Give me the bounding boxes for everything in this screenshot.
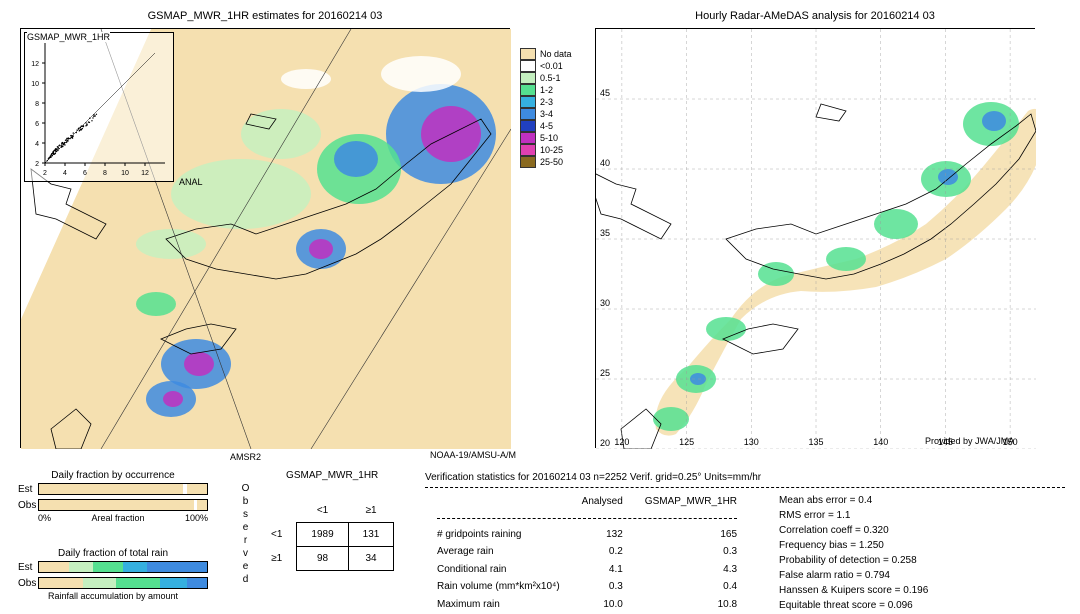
legend-item: 10-25 bbox=[520, 144, 572, 156]
fraction-occurrence: Daily fraction by occurrence Est Obs 0% … bbox=[18, 470, 208, 523]
fo-axis-label: Areal fraction bbox=[91, 513, 144, 523]
color-legend: No data<0.010.5-11-22-33-44-55-1010-2525… bbox=[520, 48, 572, 168]
legend-item: 3-4 bbox=[520, 108, 572, 120]
svg-text:6: 6 bbox=[83, 170, 87, 177]
svg-text:8: 8 bbox=[35, 101, 39, 108]
svg-text:130: 130 bbox=[744, 437, 759, 447]
legend-item: 5-10 bbox=[520, 132, 572, 144]
legend-item: No data bbox=[520, 48, 572, 60]
svg-text:4: 4 bbox=[35, 141, 39, 148]
right-map-title: Hourly Radar-AMeDAS analysis for 2016021… bbox=[595, 10, 1035, 22]
svg-text:135: 135 bbox=[808, 437, 823, 447]
fo-est-bar bbox=[38, 483, 208, 495]
right-provider: Provided by JWA/JMA bbox=[925, 436, 1014, 446]
svg-text:140: 140 bbox=[873, 437, 888, 447]
svg-text:45: 45 bbox=[600, 88, 610, 98]
contingency: GSMAP_MWR_1HR Observed <1≥1<11989131≥198… bbox=[240, 470, 394, 587]
left-footer-left: AMSR2 bbox=[230, 452, 261, 462]
svg-text:12: 12 bbox=[31, 61, 39, 68]
svg-text:12: 12 bbox=[141, 170, 149, 177]
svg-text:10: 10 bbox=[31, 81, 39, 88]
ct-table: <1≥1<11989131≥19834 bbox=[257, 499, 394, 571]
fo-axis-100: 100% bbox=[185, 513, 208, 523]
vf-metrics-table: Mean abs error = 0.4RMS error = 1.1Corre… bbox=[767, 492, 940, 614]
legend-item: 0.5-1 bbox=[520, 72, 572, 84]
verification: Verification statistics for 20160214 03 … bbox=[425, 472, 1065, 614]
svg-text:125: 125 bbox=[679, 437, 694, 447]
svg-text:25: 25 bbox=[600, 368, 610, 378]
fo-axis-0: 0% bbox=[38, 513, 51, 523]
fraction-total: Daily fraction of total rain Est Obs Rai… bbox=[18, 548, 208, 601]
svg-text:6: 6 bbox=[35, 121, 39, 128]
ft-title: Daily fraction of total rain bbox=[18, 548, 208, 559]
legend-item: 4-5 bbox=[520, 120, 572, 132]
right-map: 202530354045120125130135140145150 bbox=[595, 28, 1035, 448]
svg-text:2: 2 bbox=[43, 170, 47, 177]
ft-est-label: Est bbox=[18, 562, 38, 573]
svg-text:4: 4 bbox=[63, 170, 67, 177]
svg-text:30: 30 bbox=[600, 298, 610, 308]
svg-text:40: 40 bbox=[600, 158, 610, 168]
ft-obs-label: Obs bbox=[18, 578, 38, 589]
ft-est-bar bbox=[38, 561, 208, 573]
legend-item: <0.01 bbox=[520, 60, 572, 72]
legend-item: 1-2 bbox=[520, 84, 572, 96]
legend-item: 2-3 bbox=[520, 96, 572, 108]
fo-est-label: Est bbox=[18, 484, 38, 495]
left-map-title: GSMAP_MWR_1HR estimates for 20160214 03 bbox=[20, 10, 510, 22]
ct-side: Observed bbox=[240, 483, 251, 587]
left-map: GSMAP_MWR_1HR2468101224681012ANAL bbox=[20, 28, 510, 448]
legend-item: 25-50 bbox=[520, 156, 572, 168]
fo-obs-label: Obs bbox=[18, 500, 38, 511]
svg-text:2: 2 bbox=[35, 161, 39, 168]
svg-text:10: 10 bbox=[121, 170, 129, 177]
vf-main-table: AnalysedGSMAP_MWR_1HR# gridpoints rainin… bbox=[425, 492, 749, 614]
ft-obs-bar bbox=[38, 577, 208, 589]
ft-footnote: Rainfall accumulation by amount bbox=[18, 591, 208, 601]
svg-text:20: 20 bbox=[600, 438, 610, 448]
svg-text:35: 35 bbox=[600, 228, 610, 238]
fo-obs-bar bbox=[38, 499, 208, 511]
ct-title: GSMAP_MWR_1HR bbox=[270, 470, 394, 481]
svg-text:120: 120 bbox=[614, 437, 629, 447]
inset-scatter: GSMAP_MWR_1HR2468101224681012 bbox=[24, 32, 174, 182]
svg-text:8: 8 bbox=[103, 170, 107, 177]
vf-title: Verification statistics for 20160214 03 … bbox=[425, 472, 1065, 483]
fo-title: Daily fraction by occurrence bbox=[18, 470, 208, 481]
left-footer-right: NOAA-19/AMSU-A/M bbox=[430, 450, 516, 460]
